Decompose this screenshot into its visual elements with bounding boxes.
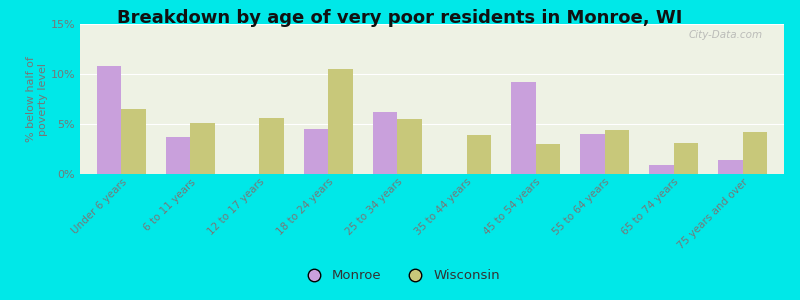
Bar (535, 144, 560, 174)
Bar (122, 109, 146, 174)
Bar (98, 66, 122, 174)
Bar (374, 112, 398, 174)
Bar (511, 82, 535, 174)
Bar (259, 118, 284, 174)
Bar (190, 123, 214, 174)
Legend: Monroe, Wisconsin: Monroe, Wisconsin (295, 264, 505, 287)
Bar (329, 69, 353, 174)
Bar (718, 160, 742, 174)
Text: City-Data.com: City-Data.com (689, 30, 763, 40)
Bar (742, 132, 766, 174)
Y-axis label: % below half of
poverty level: % below half of poverty level (26, 56, 48, 142)
Bar (398, 119, 422, 174)
Bar (166, 137, 190, 174)
Bar (304, 129, 329, 174)
Bar (674, 143, 698, 174)
Bar (650, 165, 674, 174)
Text: Breakdown by age of very poor residents in Monroe, WI: Breakdown by age of very poor residents … (118, 9, 682, 27)
Bar (466, 135, 490, 174)
Bar (580, 134, 605, 174)
Bar (605, 130, 629, 174)
